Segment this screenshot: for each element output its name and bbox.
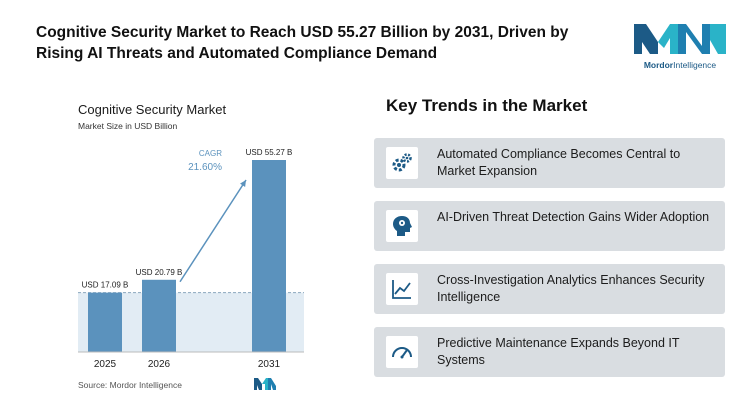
bar-2031 bbox=[252, 160, 286, 352]
logo-text-rest: Intelligence bbox=[673, 60, 717, 70]
logo-text: MordorIntelligence bbox=[630, 60, 730, 70]
bar-value-label: USD 55.27 B bbox=[246, 148, 293, 157]
mordor-intelligence-logo: MordorIntelligence bbox=[630, 20, 730, 72]
key-trends-title: Key Trends in the Market bbox=[386, 96, 588, 115]
trend-card-ai-threat-detection: AI-Driven Threat Detection Gains Wider A… bbox=[374, 201, 725, 251]
growth-arrow bbox=[179, 179, 247, 283]
trend-card-automated-compliance: Automated Compliance Becomes Central to … bbox=[374, 138, 725, 188]
bar-value-label: USD 17.09 B bbox=[82, 281, 129, 290]
logo-text-bold: Mordor bbox=[643, 60, 674, 70]
chart-subtitle: Market Size in USD Billion bbox=[78, 121, 178, 131]
cagr-label: CAGR bbox=[199, 149, 222, 158]
growth-arrow-head bbox=[240, 180, 246, 187]
headline: Cognitive Security Market to Reach USD 5… bbox=[36, 24, 569, 62]
trend-icon-box bbox=[386, 147, 418, 179]
x-tick-label: 2031 bbox=[258, 359, 281, 370]
bar-2025 bbox=[88, 292, 122, 352]
trend-card-predictive-maintenance: Predictive Maintenance Expands Beyond IT… bbox=[374, 327, 725, 377]
x-tick-label: 2026 bbox=[148, 359, 171, 370]
trend-icon-box bbox=[386, 336, 418, 368]
chart-source: Source: Mordor Intelligence bbox=[78, 380, 182, 390]
trend-label: Automated Compliance Becomes Central to … bbox=[437, 147, 681, 178]
trend-card-cross-investigation-analytics: Cross-Investigation Analytics Enhances S… bbox=[374, 264, 725, 314]
logo-mark-icon bbox=[634, 24, 726, 54]
trend-label: Cross-Investigation Analytics Enhances S… bbox=[437, 273, 705, 304]
market-size-bar-chart: USD 17.09 B 2025 USD 20.79 B 2026 USD 55.27 … bbox=[78, 148, 304, 370]
mini-logo-icon bbox=[254, 378, 276, 390]
gauge-icon bbox=[392, 347, 412, 359]
ai-head-icon bbox=[393, 216, 412, 236]
x-tick-label: 2025 bbox=[94, 359, 117, 370]
line-chart-icon bbox=[392, 280, 411, 299]
trend-label: Predictive Maintenance Expands Beyond IT… bbox=[437, 336, 680, 367]
market-chart-card: USD 17.09 B 2025 USD 20.79 B 2026 USD 55.27 … bbox=[64, 94, 314, 400]
bar-2026 bbox=[142, 279, 176, 352]
trend-label: AI-Driven Threat Detection Gains Wider A… bbox=[437, 210, 710, 224]
gears-icon bbox=[392, 153, 412, 172]
bar-value-label: USD 20.79 B bbox=[136, 268, 183, 277]
trend-icon-box bbox=[386, 210, 418, 242]
chart-title: Cognitive Security Market bbox=[78, 102, 227, 117]
trend-icon-box bbox=[386, 273, 418, 305]
cagr-value: 21.60% bbox=[188, 162, 222, 173]
